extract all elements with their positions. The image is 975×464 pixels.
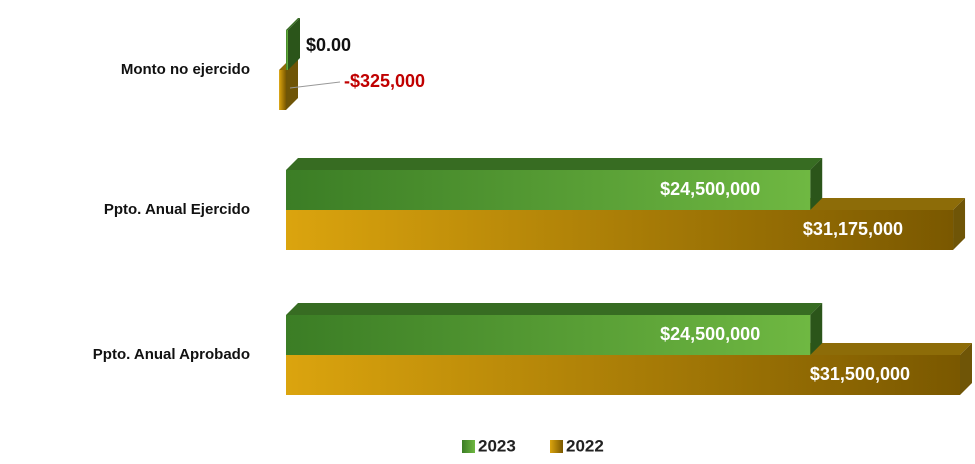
bar-front [286, 210, 954, 250]
value-label: $0.00 [306, 35, 351, 55]
bar-front [286, 30, 288, 70]
bar-front [286, 170, 811, 210]
bar-side [810, 158, 823, 210]
bar [286, 303, 823, 355]
category-label: Ppto. Anual Ejercido [104, 201, 250, 218]
value-label: $31,175,000 [803, 219, 903, 239]
legend-swatch [550, 440, 563, 453]
value-label: $24,500,000 [660, 324, 760, 344]
value-label: -$325,000 [344, 71, 425, 91]
category-label: Ppto. Anual Aprobado [93, 346, 250, 363]
value-label: $31,500,000 [810, 364, 910, 384]
bar-front [286, 355, 960, 395]
bar [286, 18, 300, 70]
legend-swatch [462, 440, 475, 453]
value-label: $24,500,000 [660, 179, 760, 199]
bar-top [286, 18, 300, 30]
bar-side [810, 303, 823, 355]
bar [286, 158, 823, 210]
bar-side [953, 198, 966, 250]
bar-top [286, 158, 823, 170]
bar-front [286, 315, 811, 355]
bar-side [288, 18, 300, 70]
leader-line [289, 81, 341, 89]
bar-side [960, 343, 972, 395]
bar-side [286, 58, 298, 110]
legend-label: 2023 [478, 436, 516, 455]
bar-top [286, 303, 823, 315]
legend-label: 2022 [566, 436, 604, 455]
bar-front [279, 70, 286, 110]
category-label: Monto no ejercido [121, 61, 250, 78]
